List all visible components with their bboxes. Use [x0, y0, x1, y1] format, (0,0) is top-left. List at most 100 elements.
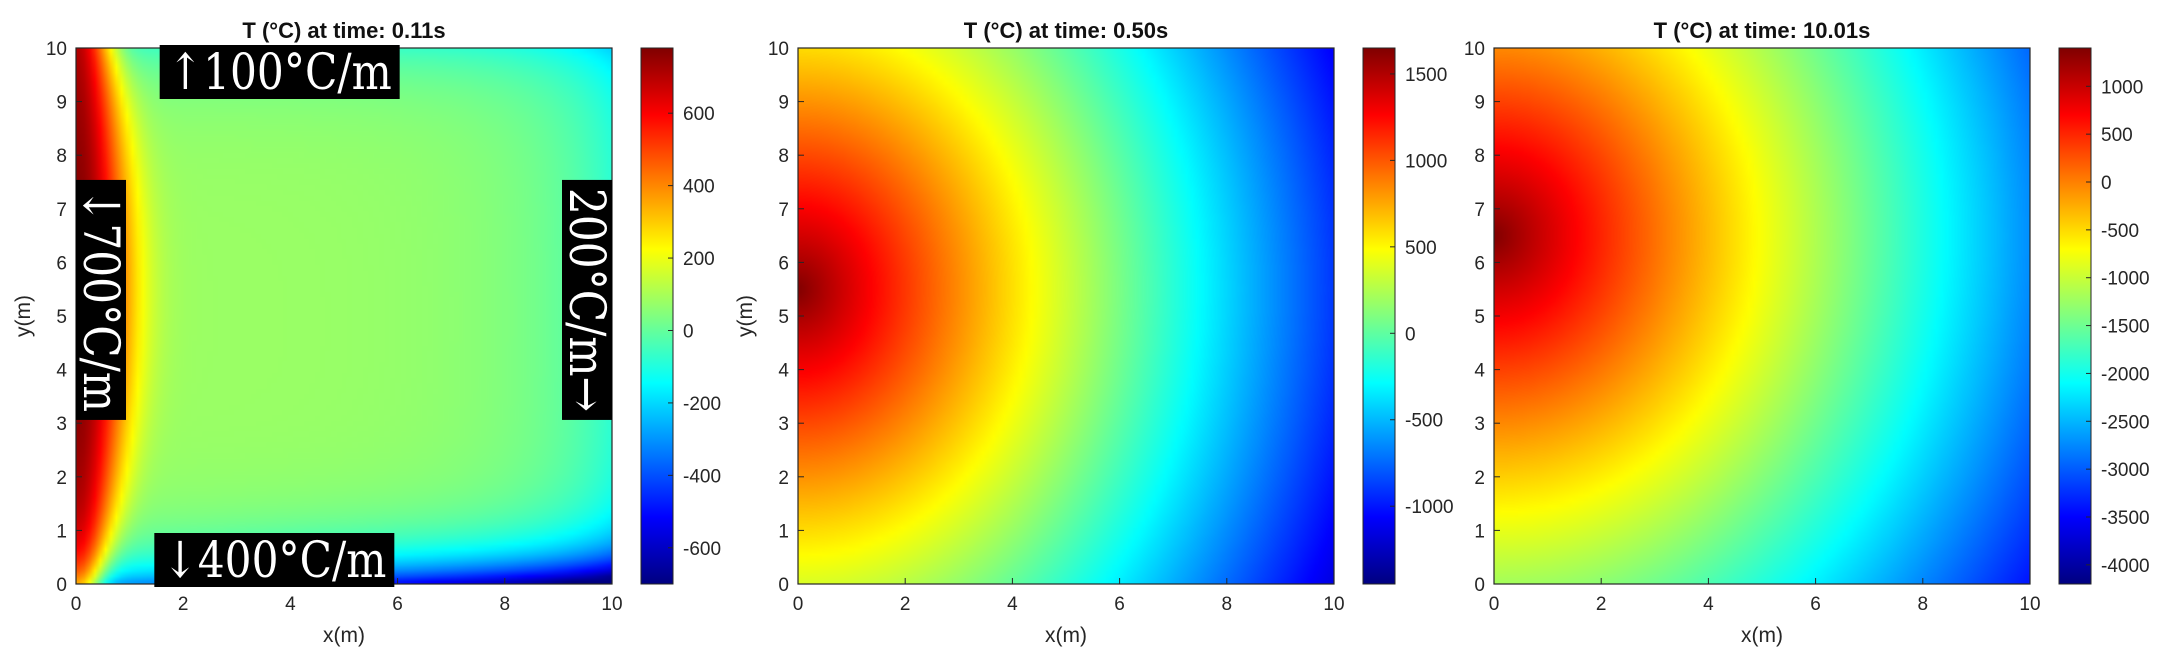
- colorbar-tick-label: -500: [1405, 411, 1443, 432]
- y-tick-label: 6: [56, 253, 67, 274]
- y-tick-label: 9: [1474, 93, 1485, 114]
- colorbar-tick-label: -2000: [2101, 364, 2150, 385]
- annotation-text: ↓700°C/m: [72, 188, 130, 412]
- chart-title-2: T (°C) at time: 0.50s: [964, 18, 1168, 43]
- y-tick-label: 7: [778, 200, 789, 221]
- x-axis-label-3: x(m): [1741, 624, 1783, 647]
- colorbar-tick-label: 0: [1405, 324, 1416, 345]
- annotation-box: [76, 179, 126, 420]
- heatmap-field-2: [798, 48, 1334, 584]
- colorbar-tick-label: 500: [1405, 238, 1437, 259]
- y-tick-label: 7: [1474, 200, 1485, 221]
- y-tick-label: 4: [1474, 361, 1485, 382]
- x-tick-label: 10: [2019, 594, 2040, 615]
- boundary-annotation-right: 200°C/m→: [558, 179, 616, 420]
- y-tick-label: 3: [1474, 414, 1485, 435]
- x-tick-label: 8: [1222, 594, 1233, 615]
- colorbar-tick-label: -200: [683, 394, 721, 415]
- chart-title-1: T (°C) at time: 0.11s: [242, 18, 445, 43]
- y-tick-label: 10: [46, 39, 67, 60]
- x-axis-label-2: x(m): [1045, 624, 1087, 647]
- boundary-annotation-bottom: ↓400°C/m: [154, 531, 395, 589]
- colorbar-gradient: [1362, 47, 1396, 585]
- y-tick-label: 8: [778, 146, 789, 167]
- y-tick-label: 3: [778, 414, 789, 435]
- annotation-text: ↑100°C/m: [168, 43, 392, 101]
- y-axis-label-1: y(m): [12, 295, 35, 337]
- colorbar-tick-label: 1500: [1405, 65, 1447, 86]
- y-axis-label-2: y(m): [734, 295, 757, 337]
- y-tick-label: 5: [778, 307, 789, 328]
- x-tick-label: 0: [793, 594, 804, 615]
- heatmap-panel-3: 0 2 4 6 8 10 0 1 2 3 4 5 6 7 8 9 10 T (°C) at time: 10.01…: [1464, 18, 2150, 647]
- y-tick-label: 3: [56, 414, 67, 435]
- colorbar-tick-label: -4000: [2101, 556, 2150, 577]
- annotation-box: [159, 45, 400, 99]
- heatmap-panel-1: 0 2 4 6 8 10 0 1 2 3 4 5 6 7 8 9 10 T (°C) at time: 0.11s…: [12, 18, 721, 647]
- colorbar-tick-label: -3000: [2101, 460, 2150, 481]
- annotation-text: ↓400°C/m: [162, 531, 386, 589]
- colorbar-tick-label: -1000: [1405, 497, 1454, 518]
- heatmap-field-3: [1494, 48, 2030, 584]
- boundary-annotation-top: ↑100°C/m: [159, 43, 400, 101]
- annotation-text: 200°C/m→: [558, 188, 616, 412]
- colorbar-2: -1000 -500 0 500 1000 1500: [1362, 47, 1454, 585]
- y-tick-label: 9: [778, 93, 789, 114]
- colorbar-tick-label: -400: [683, 466, 721, 487]
- annotation-box: [562, 179, 612, 420]
- chart-title-3: T (°C) at time: 10.01s: [1654, 18, 1871, 43]
- colorbar-1: -600 -400 -200 0 200 400 600: [640, 47, 721, 585]
- x-tick-label: 6: [392, 594, 403, 615]
- x-tick-label: 6: [1114, 594, 1125, 615]
- x-tick-label: 8: [500, 594, 511, 615]
- colorbar-tick-label: -600: [683, 539, 721, 560]
- y-tick-label: 5: [56, 307, 67, 328]
- heatmap-field-1: [76, 48, 612, 584]
- x-tick-label: 8: [1918, 594, 1929, 615]
- annotation-box: [154, 533, 395, 587]
- y-tick-label: 2: [56, 468, 67, 489]
- x-tick-label: 2: [178, 594, 189, 615]
- x-tick-label: 10: [601, 594, 622, 615]
- y-tick-label: 4: [778, 361, 789, 382]
- y-tick-label: 2: [1474, 468, 1485, 489]
- y-tick-label: 4: [56, 361, 67, 382]
- colorbar-tick-label: -1500: [2101, 317, 2150, 338]
- colorbar-gradient: [640, 47, 674, 585]
- y-tick-label: 1: [778, 521, 789, 542]
- y-tick-label: 5: [1474, 307, 1485, 328]
- heatmap-panel-2: 0 2 4 6 8 10 0 1 2 3 4 5 6 7 8 9 10 T (°C) at time: 0.50s…: [734, 18, 1454, 647]
- colorbar-tick-label: 400: [683, 177, 715, 198]
- colorbar-tick-label: 600: [683, 104, 715, 125]
- x-tick-label: 2: [1596, 594, 1607, 615]
- y-tick-label: 0: [56, 575, 67, 596]
- x-axis-label-1: x(m): [323, 624, 365, 647]
- y-tick-label: 8: [56, 146, 67, 167]
- colorbar-tick-label: -1000: [2101, 269, 2150, 290]
- y-tick-label: 10: [768, 39, 789, 60]
- colorbar-tick-label: 1000: [1405, 151, 1447, 172]
- x-tick-label: 0: [71, 594, 82, 615]
- y-tick-label: 0: [1474, 575, 1485, 596]
- y-tick-label: 8: [1474, 146, 1485, 167]
- x-tick-label: 6: [1810, 594, 1821, 615]
- y-tick-label: 7: [56, 200, 67, 221]
- x-tick-label: 2: [900, 594, 911, 615]
- colorbar-tick-label: 0: [2101, 173, 2112, 194]
- x-tick-label: 0: [1489, 594, 1500, 615]
- colorbar-tick-label: 500: [2101, 125, 2133, 146]
- colorbar-gradient: [2058, 47, 2092, 585]
- x-tick-label: 4: [285, 594, 296, 615]
- y-tick-label: 9: [56, 93, 67, 114]
- colorbar-tick-label: 1000: [2101, 77, 2143, 98]
- x-tick-label: 4: [1007, 594, 1018, 615]
- colorbar-3: -4000 -3500 -3000 -2500 -2000 -1500 -1000 -500 0…: [2058, 47, 2150, 585]
- y-tick-label: 10: [1464, 39, 1485, 60]
- y-tick-label: 6: [1474, 253, 1485, 274]
- colorbar-tick-label: -3500: [2101, 508, 2150, 529]
- y-tick-label: 6: [778, 253, 789, 274]
- y-tick-label: 2: [778, 468, 789, 489]
- colorbar-tick-label: 200: [683, 249, 715, 270]
- colorbar-tick-label: -500: [2101, 221, 2139, 242]
